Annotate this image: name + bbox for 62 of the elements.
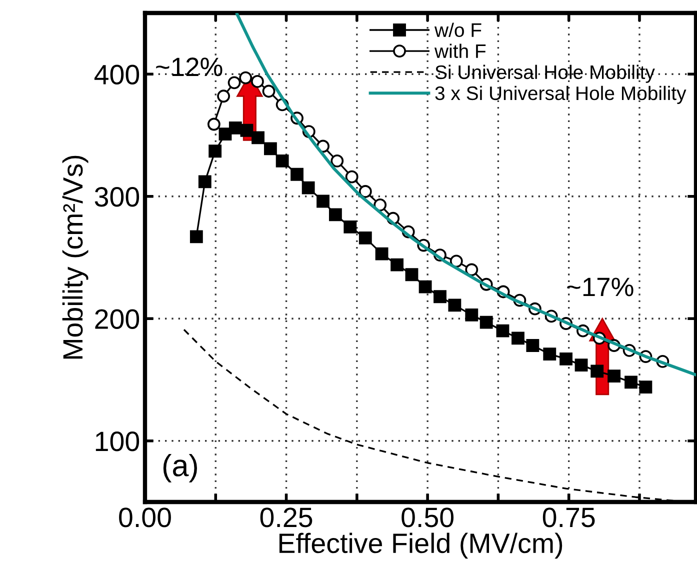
point [316, 194, 330, 208]
point [418, 280, 432, 294]
x-axis-title: Effective Field (MV/cm) [279, 532, 562, 559]
point [639, 380, 652, 394]
point [608, 370, 621, 383]
x-tick-label: 0.75 [542, 508, 595, 528]
y-axis-title: Mobility (cm²/Vs) [62, 156, 88, 359]
point [448, 298, 462, 312]
point [228, 121, 242, 134]
point [328, 208, 342, 222]
x-tick-label: 0.25 [260, 508, 312, 528]
point [264, 142, 277, 156]
y-tick-label: 100 [96, 432, 140, 452]
point [239, 71, 252, 84]
point [228, 76, 241, 90]
y-tick-label: 300 [94, 187, 140, 207]
point [208, 144, 222, 158]
point [624, 376, 638, 389]
y-tick-label: 400 [94, 64, 140, 84]
point [252, 131, 264, 144]
point [450, 254, 463, 268]
point [465, 308, 478, 322]
point [207, 118, 220, 131]
point [526, 339, 540, 352]
point [574, 358, 588, 372]
annotation: ~17% [567, 278, 634, 296]
point [276, 154, 289, 168]
point [302, 181, 315, 194]
point [262, 84, 276, 98]
x-tick-label: 0.50 [402, 508, 454, 528]
point [198, 175, 212, 188]
point [374, 198, 387, 212]
legend-label: Si Universal Hole Mobility [435, 64, 655, 83]
point [345, 170, 358, 184]
y-tick-label: 200 [95, 309, 140, 329]
point [480, 316, 493, 329]
x-tick-label: 0.00 [119, 508, 171, 528]
point [375, 247, 388, 260]
legend-label: w/o F [434, 22, 482, 38]
point [190, 230, 203, 244]
point [240, 124, 254, 137]
point [434, 290, 446, 304]
point [512, 332, 524, 345]
legend-label: with F [434, 44, 486, 58]
point [560, 352, 572, 366]
legend-label: 3 x Si Universal Hole Mobility [435, 86, 686, 104]
point [496, 324, 510, 338]
point [358, 185, 372, 198]
point [405, 268, 418, 282]
point [358, 231, 372, 244]
point [590, 364, 604, 378]
annotation: (a) [163, 454, 197, 482]
point [344, 220, 357, 234]
point [543, 348, 556, 361]
point [465, 263, 478, 276]
point [290, 168, 304, 181]
point [217, 90, 230, 103]
point [330, 154, 344, 168]
point [390, 258, 404, 272]
annotation: ~12% [156, 58, 222, 76]
line-series [236, 13, 696, 376]
point [251, 75, 264, 88]
